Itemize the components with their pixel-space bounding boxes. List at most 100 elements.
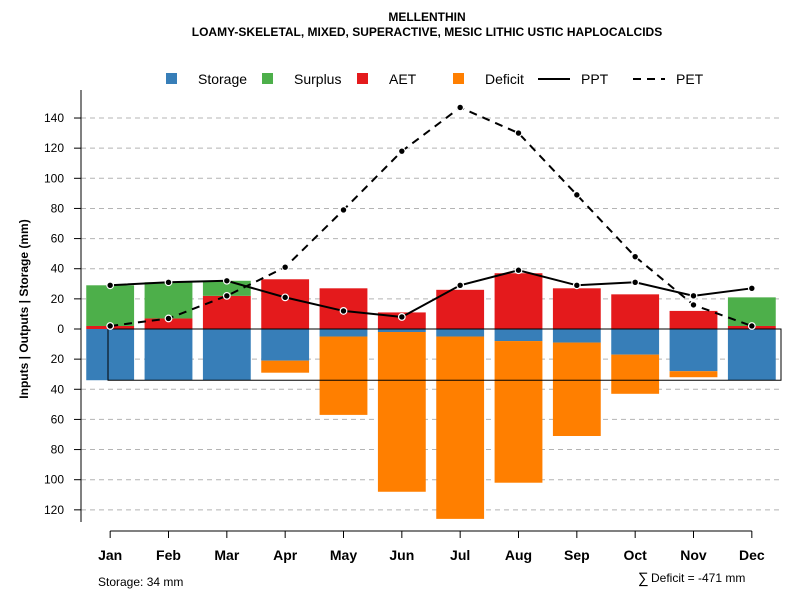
x-tick-label: Feb bbox=[156, 547, 181, 563]
deficit-sigma-symbol: ∑ bbox=[638, 570, 649, 587]
bar-storage bbox=[261, 329, 310, 361]
legend-label-aet: AET bbox=[389, 71, 417, 87]
point-pet bbox=[456, 103, 465, 112]
point-ppt bbox=[572, 281, 581, 290]
x-tick-label: Apr bbox=[273, 547, 298, 563]
y-tick-label: 20 bbox=[51, 352, 65, 366]
bar-deficit bbox=[552, 342, 601, 436]
bar-aet bbox=[144, 318, 193, 329]
bar-storage bbox=[86, 329, 135, 381]
bar-aet bbox=[436, 289, 485, 329]
legend-swatch-aet bbox=[357, 73, 368, 84]
x-tick-label: Jul bbox=[450, 547, 470, 563]
x-tick-label: May bbox=[330, 547, 357, 563]
bar-storage bbox=[552, 329, 601, 343]
y-tick-label: 0 bbox=[57, 322, 64, 336]
x-tick-label: Nov bbox=[680, 547, 707, 563]
bar-aet bbox=[552, 288, 601, 329]
legend-swatch-storage bbox=[166, 73, 177, 84]
bar-storage bbox=[202, 329, 251, 381]
bar-aet bbox=[611, 294, 660, 329]
point-pet bbox=[631, 252, 640, 261]
legend-label-storage: Storage bbox=[198, 71, 247, 87]
legend-swatch-surplus bbox=[262, 73, 273, 84]
storage-annotation: Storage: 34 mm bbox=[98, 575, 183, 589]
bar-aet bbox=[494, 273, 543, 329]
point-pet bbox=[572, 190, 581, 199]
point-pet bbox=[747, 322, 756, 330]
bar-storage bbox=[494, 329, 543, 342]
y-tick-label: 60 bbox=[51, 232, 65, 246]
point-ppt bbox=[397, 313, 406, 321]
x-tick-label: Jun bbox=[389, 547, 414, 563]
point-ppt bbox=[747, 284, 756, 293]
point-pet bbox=[281, 263, 290, 272]
bar-deficit bbox=[377, 332, 426, 492]
y-tick-label: 20 bbox=[51, 292, 65, 306]
point-pet bbox=[164, 314, 173, 323]
legend-label-pet: PET bbox=[676, 71, 704, 87]
y-tick-label: 40 bbox=[51, 262, 65, 276]
point-pet bbox=[106, 322, 115, 330]
bar-deficit bbox=[494, 341, 543, 483]
bar-deficit bbox=[261, 360, 310, 373]
x-tick-label: Oct bbox=[623, 547, 647, 563]
bar-deficit bbox=[669, 371, 718, 378]
bar-aet bbox=[261, 279, 310, 329]
point-ppt bbox=[106, 281, 115, 290]
series-lines bbox=[110, 106, 753, 327]
x-tick-label: Jan bbox=[98, 547, 122, 563]
y-axis: 140 120 100 80 60 40 20 0 20 40 60 80 100 120 bbox=[44, 90, 82, 522]
point-ppt bbox=[689, 291, 698, 300]
y-tick-label: 40 bbox=[51, 382, 65, 396]
series-points bbox=[106, 103, 756, 330]
bar-storage bbox=[319, 329, 368, 337]
y-tick-label: 120 bbox=[44, 141, 64, 155]
bar-aet bbox=[669, 310, 718, 329]
y-tick-label: 100 bbox=[44, 473, 64, 487]
y-tick-label: 60 bbox=[51, 412, 65, 426]
bar-storage bbox=[727, 329, 776, 381]
bar-surplus bbox=[727, 297, 776, 326]
point-pet bbox=[222, 291, 231, 300]
chart-legend: Storage Surplus AET Deficit PPT PET bbox=[166, 71, 704, 87]
line-ppt bbox=[110, 269, 752, 318]
chart-title: MELLENTHIN bbox=[388, 10, 465, 24]
point-ppt bbox=[456, 281, 465, 290]
bar-deficit bbox=[611, 354, 660, 394]
bar-storage bbox=[669, 329, 718, 372]
legend-swatch-deficit bbox=[453, 73, 464, 84]
point-pet bbox=[689, 300, 698, 309]
y-tick-label: 80 bbox=[51, 443, 65, 457]
point-ppt bbox=[164, 278, 173, 287]
point-ppt bbox=[514, 266, 523, 275]
point-ppt bbox=[339, 307, 348, 315]
y-tick-label: 140 bbox=[44, 111, 64, 125]
bar-storage bbox=[436, 329, 485, 337]
point-pet bbox=[514, 129, 523, 137]
bar-storage bbox=[377, 329, 426, 333]
bar-aet bbox=[202, 295, 251, 329]
legend-label-deficit: Deficit bbox=[485, 71, 524, 87]
x-axis: Jan Feb Mar Apr May Jun Jul Aug Sep Oct Nov Dec bbox=[98, 530, 765, 563]
y-axis-label: Inputs | Outputs | Storage (mm) bbox=[17, 219, 31, 398]
point-ppt bbox=[281, 293, 290, 302]
bar-deficit bbox=[319, 336, 368, 415]
bar-storage bbox=[611, 329, 660, 355]
point-ppt bbox=[222, 276, 231, 285]
x-tick-label: Aug bbox=[505, 547, 532, 563]
bar-storage bbox=[144, 329, 193, 381]
x-tick-label: Sep bbox=[564, 547, 590, 563]
bars bbox=[86, 273, 782, 519]
x-tick-label: Dec bbox=[739, 547, 765, 563]
deficit-annotation: Deficit = -471 mm bbox=[651, 571, 745, 585]
legend-label-ppt: PPT bbox=[581, 71, 609, 87]
y-tick-label: 120 bbox=[44, 503, 64, 517]
x-tick-label: Mar bbox=[214, 547, 239, 563]
legend-label-surplus: Surplus bbox=[294, 71, 341, 87]
point-ppt bbox=[631, 278, 640, 287]
y-tick-label: 100 bbox=[44, 171, 64, 185]
y-tick-label: 80 bbox=[51, 201, 65, 215]
chart-subtitle: LOAMY-SKELETAL, MIXED, SUPERACTIVE, MESI… bbox=[192, 25, 662, 39]
